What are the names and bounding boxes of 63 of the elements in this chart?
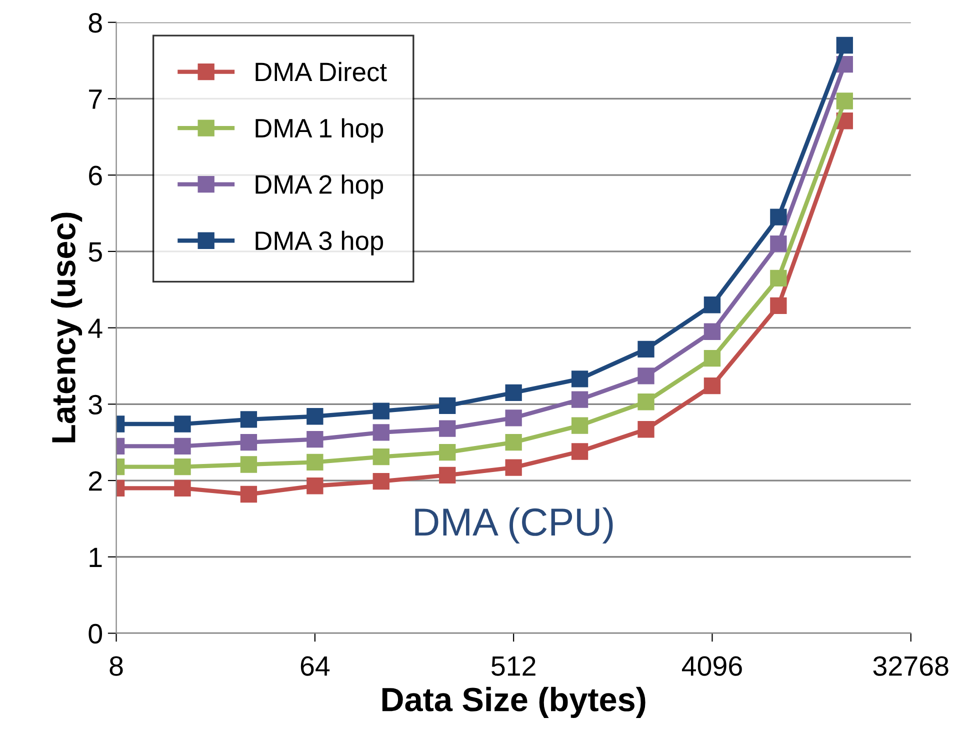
point	[638, 368, 654, 384]
point	[505, 384, 522, 402]
y-axis-title: Latency (usec)	[51, 212, 82, 442]
point	[174, 480, 191, 496]
point	[439, 466, 456, 484]
y-tick-label: 8	[88, 13, 102, 33]
point	[174, 416, 191, 432]
point	[704, 378, 721, 394]
point	[638, 421, 654, 438]
point	[372, 472, 390, 490]
point	[439, 397, 456, 414]
y-tick-label: 3	[88, 394, 102, 414]
point	[571, 391, 588, 408]
y-tick-label: 6	[89, 166, 102, 186]
point	[571, 370, 588, 388]
point	[240, 486, 258, 503]
point	[770, 270, 787, 286]
point	[306, 478, 324, 494]
point	[240, 434, 258, 451]
point	[240, 411, 258, 428]
point	[505, 410, 522, 426]
point	[174, 438, 191, 454]
point	[306, 408, 324, 425]
legend-label: DMA Direct	[256, 62, 387, 82]
point	[836, 92, 853, 110]
point	[571, 443, 588, 460]
point	[770, 297, 787, 314]
point	[306, 454, 324, 471]
point	[372, 424, 390, 441]
point	[439, 444, 456, 461]
point	[505, 434, 522, 451]
x-tick-label: 8	[110, 656, 123, 676]
point	[505, 459, 522, 476]
legend-label: DMA 3 hop	[256, 230, 384, 256]
point	[836, 36, 853, 54]
y-tick-label: 2	[89, 471, 102, 491]
point	[704, 350, 721, 367]
x-tick-label: 4096	[682, 656, 742, 676]
y-tick-label: 1	[90, 548, 102, 567]
point	[704, 296, 721, 314]
y-tick-label: 4	[88, 318, 102, 338]
x-axis-title: Data Size (bytes)	[382, 686, 646, 718]
x-tick-label: 64	[300, 656, 330, 676]
point	[439, 420, 456, 437]
point	[240, 456, 258, 473]
y-tick-label: 7	[89, 90, 102, 109]
legend-label: DMA 2 hop	[256, 174, 384, 200]
point	[372, 402, 390, 420]
point	[770, 208, 787, 226]
x-tick-label: 512	[492, 656, 536, 676]
x-tick-label: 32768	[873, 656, 948, 676]
point	[770, 235, 787, 252]
point	[638, 394, 654, 410]
point	[306, 430, 324, 448]
y-tick-label: 0	[88, 624, 102, 644]
point	[638, 340, 654, 358]
point	[372, 448, 390, 466]
point	[174, 458, 191, 476]
point	[704, 323, 721, 340]
point	[571, 417, 588, 434]
annotation: DMA (CPU)	[415, 507, 613, 544]
legend-label: DMA 1 hop	[256, 118, 384, 143]
y-tick-label: 5	[88, 242, 102, 262]
